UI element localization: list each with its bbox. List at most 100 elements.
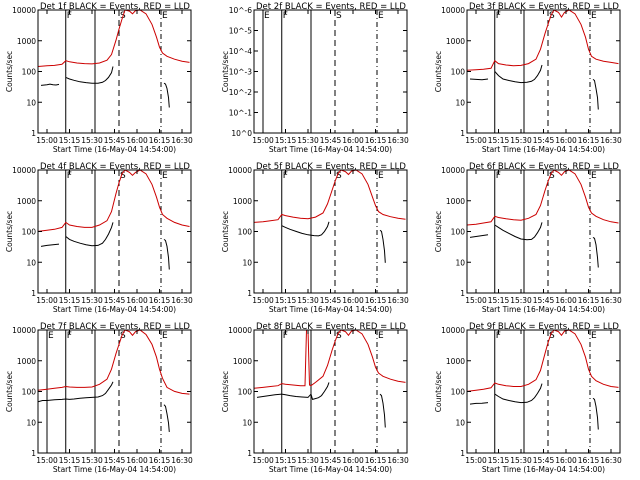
event-marker-label: F (67, 331, 72, 341)
event-marker-label: E (162, 331, 168, 341)
event-marker-label: F (283, 171, 288, 181)
series-line-events (163, 404, 170, 432)
x-tick-label: 15:15 (275, 456, 297, 465)
event-marker-label: E (378, 11, 384, 21)
x-tick-label: 16:30 (171, 296, 193, 305)
x-tick-label: 15:00 (36, 136, 58, 145)
x-tick-label: 15:00 (252, 456, 274, 465)
y-tick-label: 1000 (446, 37, 465, 46)
event-marker-label: F (67, 11, 72, 21)
x-tick-label: 15:30 (81, 296, 103, 305)
y-axis-label: Counts/sec (5, 51, 14, 92)
y-tick-label: 1 (31, 129, 36, 138)
series-line-events (592, 78, 599, 110)
x-tick-label: 16:00 (126, 296, 148, 305)
y-tick-label: 1000 (446, 357, 465, 366)
series-events (469, 222, 599, 268)
x-tick-label: 16:15 (149, 296, 171, 305)
series-lld (467, 170, 619, 226)
x-tick-label: 15:30 (81, 456, 103, 465)
y-tick-label: 100 (22, 228, 37, 237)
x-tick-label: 15:15 (59, 136, 81, 145)
series-lld (467, 10, 619, 71)
event-marker-label: F (496, 171, 501, 181)
y-tick-label: 100 (238, 228, 253, 237)
x-axis-label: Start Time (16-May-04 14:54:00) (482, 305, 605, 314)
chart-title: Det 9f BLACK = Events, RED = LLD (469, 322, 619, 332)
event-marker-label: F (67, 171, 72, 181)
y-tick-label: 1 (460, 449, 465, 458)
chart-title: Det 2f BLACK = Events, RED = LLD (256, 2, 406, 12)
series-line-events (256, 382, 330, 401)
x-tick-label: 15:00 (252, 296, 274, 305)
event-marker-label: F (496, 11, 501, 21)
y-tick-label: 1 (247, 449, 252, 458)
x-tick-label: 16:15 (365, 456, 387, 465)
x-tick-label: 15:45 (320, 296, 342, 305)
y-tick-label: 10000 (228, 326, 252, 335)
y-tick-label: 10^-1 (229, 109, 253, 118)
x-tick-label: 16:15 (365, 136, 387, 145)
y-tick-label: 10 (455, 258, 465, 267)
event-marker-label: S (120, 331, 126, 341)
y-tick-label: 100 (238, 388, 253, 397)
x-tick-label: 15:00 (36, 296, 58, 305)
x-tick-label: 15:30 (297, 136, 319, 145)
x-tick-label: 15:45 (104, 296, 126, 305)
event-marker-label: S (336, 331, 342, 341)
x-tick-label: 15:30 (510, 456, 532, 465)
x-tick-label: 16:00 (555, 296, 577, 305)
y-tick-label: 1 (31, 449, 36, 458)
y-tick-label: 10000 (12, 326, 36, 335)
x-axis-label: Start Time (16-May-04 14:54:00) (482, 145, 605, 154)
series-line-events (40, 83, 60, 86)
event-marker-label: E (162, 171, 168, 181)
x-axis-label: Start Time (16-May-04 14:54:00) (269, 145, 392, 154)
x-tick-label: 15:45 (533, 456, 555, 465)
series-events (40, 66, 170, 108)
x-tick-label: 15:00 (252, 136, 274, 145)
event-marker-label: F (283, 11, 288, 21)
y-tick-label: 1000 (17, 197, 36, 206)
event-marker-label: S (549, 11, 555, 21)
x-tick-label: 15:15 (59, 456, 81, 465)
series-line-events (65, 222, 114, 247)
x-tick-label: 15:45 (104, 456, 126, 465)
y-axis-label: Counts/sec (434, 371, 443, 412)
series-events (38, 381, 170, 432)
event-marker-label: E (591, 171, 597, 181)
series-line-lld (38, 10, 190, 67)
series-events (469, 64, 599, 110)
series-lld (254, 330, 406, 389)
series-line-events (281, 221, 330, 237)
chart-title: Det 1f BLACK = Events, RED = LLD (40, 2, 190, 12)
x-tick-label: 16:00 (555, 456, 577, 465)
y-tick-label: 1000 (446, 197, 465, 206)
event-marker-label: S (549, 331, 555, 341)
x-tick-label: 16:15 (578, 296, 600, 305)
x-tick-label: 15:30 (510, 296, 532, 305)
y-tick-label: 100 (22, 68, 37, 77)
y-tick-label: 10^-4 (229, 47, 253, 56)
x-tick-label: 15:30 (510, 136, 532, 145)
x-tick-label: 16:30 (171, 456, 193, 465)
x-tick-label: 16:00 (342, 456, 364, 465)
y-axis-label: Counts/sec (5, 211, 14, 252)
series-line-events (592, 397, 599, 430)
x-tick-label: 16:00 (126, 136, 148, 145)
series-line-events (494, 64, 543, 84)
y-axis-label: Counts/sec (221, 211, 230, 252)
series-line-events (379, 229, 386, 263)
series-line-events (469, 234, 489, 238)
y-tick-label: 1000 (17, 357, 36, 366)
event-marker-label: E (48, 331, 54, 341)
x-tick-label: 16:30 (171, 136, 193, 145)
y-tick-label: 100 (451, 388, 466, 397)
x-tick-label: 15:00 (36, 456, 58, 465)
y-axis-label: Counts/sec (434, 211, 443, 252)
